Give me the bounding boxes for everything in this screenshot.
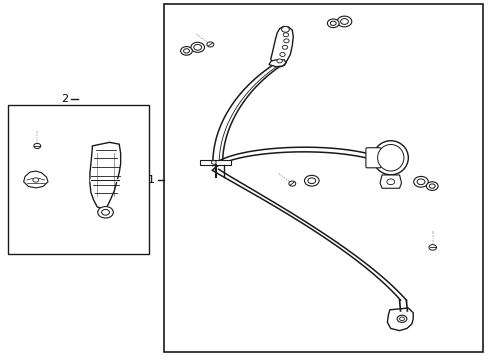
Circle shape	[190, 42, 204, 52]
Text: 2: 2	[61, 94, 68, 104]
Circle shape	[281, 27, 289, 32]
Circle shape	[283, 33, 288, 37]
Polygon shape	[386, 308, 412, 330]
Circle shape	[386, 179, 394, 185]
Circle shape	[428, 184, 434, 188]
Circle shape	[183, 49, 189, 53]
Circle shape	[211, 161, 216, 164]
Circle shape	[288, 181, 295, 186]
Circle shape	[180, 46, 192, 55]
Ellipse shape	[372, 141, 407, 175]
Circle shape	[276, 59, 282, 63]
Polygon shape	[90, 142, 121, 209]
Circle shape	[413, 176, 427, 187]
Circle shape	[307, 178, 315, 184]
Bar	[163, 4, 483, 352]
Text: 1: 1	[147, 175, 155, 185]
Circle shape	[426, 182, 437, 190]
Circle shape	[33, 178, 39, 182]
Ellipse shape	[377, 144, 403, 171]
Circle shape	[399, 317, 404, 320]
Circle shape	[34, 143, 41, 148]
Circle shape	[279, 53, 285, 57]
Polygon shape	[23, 171, 48, 188]
Circle shape	[327, 19, 338, 28]
Circle shape	[193, 44, 201, 50]
Circle shape	[283, 39, 288, 43]
Circle shape	[416, 179, 424, 185]
Circle shape	[304, 175, 319, 186]
Circle shape	[336, 16, 351, 27]
Circle shape	[102, 210, 109, 215]
Circle shape	[282, 45, 287, 49]
Circle shape	[396, 315, 406, 322]
Circle shape	[330, 21, 335, 26]
Circle shape	[340, 19, 347, 24]
FancyBboxPatch shape	[365, 148, 380, 168]
Circle shape	[98, 207, 113, 218]
Polygon shape	[379, 175, 401, 188]
Circle shape	[428, 245, 436, 250]
Polygon shape	[268, 60, 285, 67]
Circle shape	[206, 42, 213, 47]
Bar	[8, 105, 149, 253]
Polygon shape	[200, 160, 230, 165]
Polygon shape	[270, 27, 293, 67]
